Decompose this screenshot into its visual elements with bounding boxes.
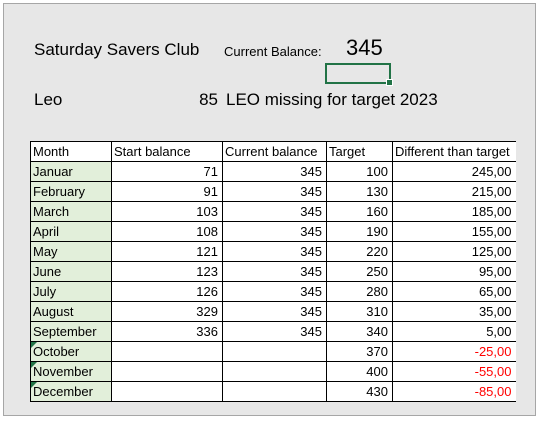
spreadsheet-area: Saturday Savers Club Current Balance: 34… (3, 3, 536, 416)
cell-target[interactable]: 400 (326, 361, 393, 382)
cell-start-balance[interactable]: 126 (111, 281, 223, 302)
table-row: April 108 345 190 155,00 (30, 221, 516, 242)
header-start-balance[interactable]: Start balance (111, 141, 223, 162)
table-row: November 400 -55,00 (30, 361, 516, 382)
cell-start-balance[interactable]: 121 (111, 241, 223, 262)
missing-amount[interactable]: 85 (199, 90, 218, 109)
table-row: October 370 -25,00 (30, 341, 516, 362)
cell-start-balance[interactable]: 108 (111, 221, 223, 242)
cell-target[interactable]: 430 (326, 381, 393, 402)
cell-month[interactable]: October (30, 341, 112, 362)
cell-target[interactable]: 250 (326, 261, 393, 282)
table-row: February 91 345 130 215,00 (30, 181, 516, 202)
cell-month[interactable]: November (30, 361, 112, 382)
cell-month[interactable]: March (30, 201, 112, 222)
table-header-row: Month Start balance Current balance Targ… (30, 141, 516, 162)
cell-difference[interactable]: 185,00 (392, 201, 516, 222)
table-row: September 336 345 340 5,00 (30, 321, 516, 342)
cell-current-balance[interactable] (222, 341, 327, 362)
cell-current-balance[interactable]: 345 (222, 201, 327, 222)
current-balance-label[interactable]: Current Balance: (224, 44, 322, 59)
cell-current-balance[interactable]: 345 (222, 181, 327, 202)
cell-difference[interactable]: 95,00 (392, 261, 516, 282)
table-row: August 329 345 310 35,00 (30, 301, 516, 322)
cell-start-balance[interactable]: 71 (111, 161, 223, 182)
club-title[interactable]: Saturday Savers Club (34, 40, 200, 59)
cell-month[interactable]: February (30, 181, 112, 202)
missing-target-text[interactable]: LEO missing for target 2023 (226, 90, 438, 109)
cell-difference[interactable]: -55,00 (392, 361, 516, 382)
cell-start-balance[interactable]: 336 (111, 321, 223, 342)
cell-month[interactable]: May (30, 241, 112, 262)
cell-target[interactable]: 130 (326, 181, 393, 202)
cell-start-balance[interactable] (111, 341, 223, 362)
member-name[interactable]: Leo (34, 90, 63, 109)
cell-target[interactable]: 190 (326, 221, 393, 242)
cell-current-balance[interactable]: 345 (222, 301, 327, 322)
cell-difference[interactable]: 215,00 (392, 181, 516, 202)
cell-start-balance[interactable]: 103 (111, 201, 223, 222)
cell-month-text: October (33, 344, 80, 359)
cell-difference[interactable]: 5,00 (392, 321, 516, 342)
fill-handle[interactable] (386, 79, 393, 86)
cell-month-text: December (33, 384, 93, 399)
table-row: December 430 -85,00 (30, 381, 516, 402)
table-row: June 123 345 250 95,00 (30, 261, 516, 282)
cell-target[interactable]: 340 (326, 321, 393, 342)
error-indicator-icon (31, 342, 37, 348)
cell-start-balance[interactable]: 91 (111, 181, 223, 202)
cell-current-balance[interactable]: 345 (222, 161, 327, 182)
header-difference[interactable]: Different than target (392, 141, 516, 162)
cell-difference[interactable]: -85,00 (392, 381, 516, 402)
cell-current-balance[interactable] (222, 381, 327, 402)
cell-target[interactable]: 220 (326, 241, 393, 262)
cell-month[interactable]: August (30, 301, 112, 322)
table-row: Januar 71 345 100 245,00 (30, 161, 516, 182)
selected-cell[interactable] (325, 63, 393, 86)
cell-difference[interactable]: 155,00 (392, 221, 516, 242)
cell-start-balance[interactable]: 329 (111, 301, 223, 322)
cell-month[interactable]: Januar (30, 161, 112, 182)
header-target[interactable]: Target (326, 141, 393, 162)
cell-target[interactable]: 280 (326, 281, 393, 302)
cell-target[interactable]: 310 (326, 301, 393, 322)
table-row: July 126 345 280 65,00 (30, 281, 516, 302)
cell-month-text: November (33, 364, 93, 379)
cell-difference[interactable]: -25,00 (392, 341, 516, 362)
cell-month[interactable]: June (30, 261, 112, 282)
error-indicator-icon (31, 362, 37, 368)
current-balance-value[interactable]: 345 (346, 35, 383, 60)
cell-start-balance[interactable] (111, 381, 223, 402)
cell-start-balance[interactable] (111, 361, 223, 382)
cell-target[interactable]: 100 (326, 161, 393, 182)
cell-difference[interactable]: 245,00 (392, 161, 516, 182)
cell-difference[interactable]: 35,00 (392, 301, 516, 322)
table-row: May 121 345 220 125,00 (30, 241, 516, 262)
error-indicator-icon (31, 382, 37, 388)
cell-current-balance[interactable]: 345 (222, 221, 327, 242)
cell-target[interactable]: 370 (326, 341, 393, 362)
cell-month[interactable]: July (30, 281, 112, 302)
cell-current-balance[interactable]: 345 (222, 261, 327, 282)
cell-target[interactable]: 160 (326, 201, 393, 222)
cell-start-balance[interactable]: 123 (111, 261, 223, 282)
cell-month[interactable]: December (30, 381, 112, 402)
cell-difference[interactable]: 125,00 (392, 241, 516, 262)
cell-month[interactable]: September (30, 321, 112, 342)
cell-current-balance[interactable]: 345 (222, 321, 327, 342)
savings-table: Month Start balance Current balance Targ… (30, 141, 516, 402)
header-month[interactable]: Month (30, 141, 112, 162)
table-row: March 103 345 160 185,00 (30, 201, 516, 222)
cell-current-balance[interactable] (222, 361, 327, 382)
cell-current-balance[interactable]: 345 (222, 241, 327, 262)
cell-current-balance[interactable]: 345 (222, 281, 327, 302)
cell-difference[interactable]: 65,00 (392, 281, 516, 302)
cell-month[interactable]: April (30, 221, 112, 242)
header-current-balance[interactable]: Current balance (222, 141, 327, 162)
